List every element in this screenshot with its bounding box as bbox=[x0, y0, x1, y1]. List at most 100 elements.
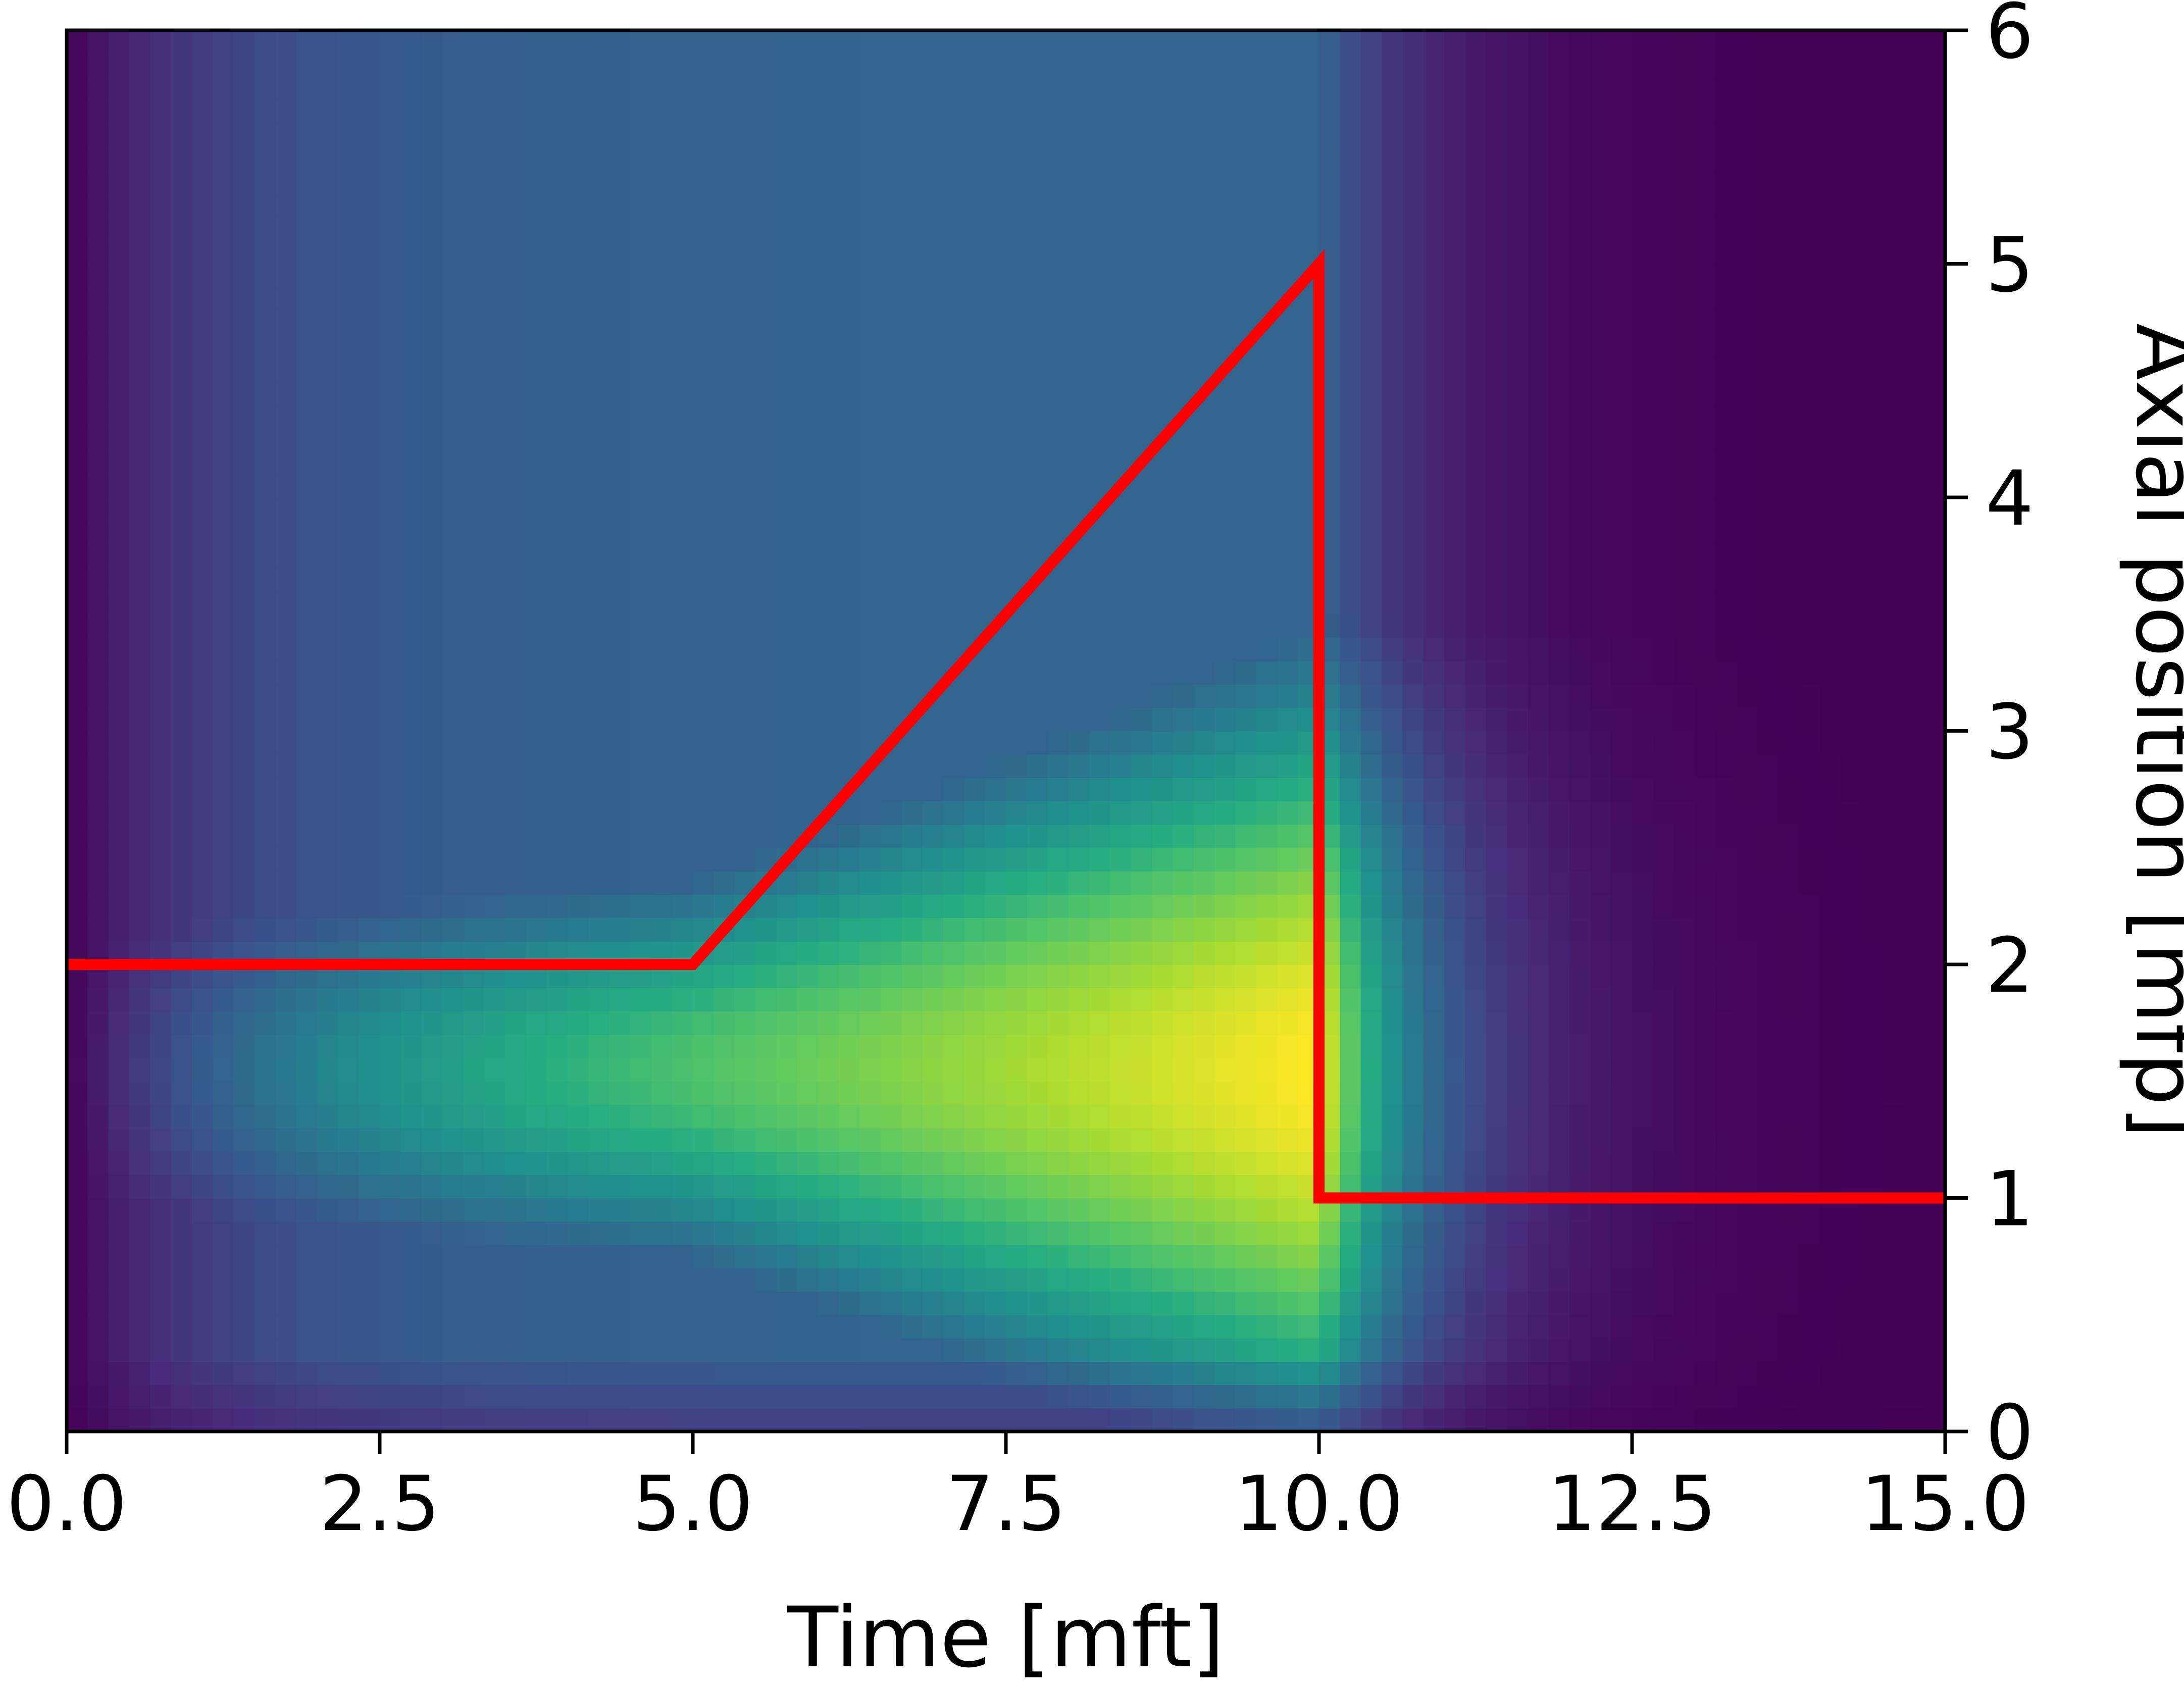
heatmap-cell bbox=[1194, 1104, 1215, 1129]
heatmap-cell bbox=[964, 1151, 986, 1175]
heatmap-cell bbox=[296, 264, 318, 288]
heatmap-cell bbox=[233, 264, 255, 288]
heatmap-cell bbox=[1673, 614, 1695, 638]
heatmap-cell bbox=[400, 847, 422, 872]
heatmap-cell bbox=[1465, 287, 1487, 311]
heatmap-cell bbox=[1653, 754, 1674, 778]
heatmap-cell bbox=[1736, 193, 1758, 218]
heatmap-cell bbox=[1006, 1034, 1028, 1058]
heatmap-cell bbox=[1757, 474, 1779, 498]
heatmap-cell bbox=[1152, 1081, 1174, 1105]
heatmap-cell bbox=[1277, 871, 1299, 895]
heatmap-cell bbox=[150, 77, 172, 101]
heatmap-cell bbox=[588, 193, 610, 218]
heatmap-cell bbox=[1089, 1361, 1111, 1386]
heatmap-cell bbox=[588, 30, 610, 55]
heatmap-cell bbox=[1653, 964, 1674, 989]
heatmap-cell bbox=[755, 1338, 777, 1362]
heatmap-cell bbox=[1131, 30, 1153, 55]
heatmap-cell bbox=[380, 801, 401, 825]
heatmap-cell bbox=[1632, 497, 1654, 522]
heatmap-cell bbox=[442, 311, 464, 335]
heatmap-cell bbox=[359, 1338, 380, 1362]
heatmap-cell bbox=[192, 614, 214, 638]
heatmap-cell bbox=[1423, 124, 1445, 148]
heatmap-cell bbox=[442, 1385, 464, 1409]
heatmap-cell bbox=[755, 1128, 777, 1152]
heatmap-cell bbox=[1214, 311, 1236, 335]
heatmap-cell bbox=[1173, 731, 1194, 755]
heatmap-cell bbox=[484, 1128, 505, 1152]
heatmap-cell bbox=[233, 1198, 255, 1222]
heatmap-cell bbox=[1256, 847, 1278, 872]
heatmap-cell bbox=[839, 30, 860, 55]
heatmap-cell bbox=[1799, 1314, 1820, 1339]
heatmap-cell bbox=[588, 497, 610, 522]
heatmap-cell bbox=[380, 124, 401, 148]
heatmap-cell bbox=[1548, 544, 1570, 568]
heatmap-cell bbox=[213, 801, 234, 825]
heatmap-cell bbox=[609, 614, 631, 638]
heatmap-cell bbox=[1632, 1011, 1654, 1035]
heatmap-cell bbox=[233, 311, 255, 335]
heatmap-cell bbox=[901, 54, 923, 78]
heatmap-cell bbox=[1715, 637, 1737, 661]
heatmap-cell bbox=[881, 170, 902, 194]
heatmap-cell bbox=[1590, 474, 1612, 498]
heatmap-cell bbox=[380, 544, 401, 568]
heatmap-cell bbox=[651, 1081, 673, 1105]
heatmap-cell bbox=[1006, 404, 1028, 428]
heatmap-cell bbox=[797, 941, 819, 965]
heatmap-cell bbox=[1757, 147, 1779, 171]
heatmap-cell bbox=[985, 660, 1006, 685]
heatmap-cell bbox=[1673, 1291, 1695, 1315]
heatmap-cell bbox=[1256, 941, 1278, 965]
heatmap-cell bbox=[1256, 474, 1278, 498]
heatmap-cell bbox=[1069, 707, 1090, 732]
heatmap-cell bbox=[1173, 521, 1194, 545]
heatmap-cell bbox=[901, 1361, 923, 1386]
heatmap-cell bbox=[1069, 1268, 1090, 1292]
heatmap-cell bbox=[1194, 1338, 1215, 1362]
heatmap-cell bbox=[755, 1174, 777, 1199]
heatmap-cell bbox=[568, 637, 589, 661]
heatmap-cell bbox=[1277, 591, 1299, 615]
heatmap-cell bbox=[776, 1408, 798, 1431]
heatmap-cell bbox=[1214, 450, 1236, 475]
heatmap-cell bbox=[1736, 124, 1758, 148]
heatmap-cell bbox=[1444, 1408, 1466, 1431]
heatmap-cell bbox=[1006, 917, 1028, 942]
heatmap-cell bbox=[1340, 334, 1361, 358]
heatmap-cell bbox=[296, 637, 318, 661]
heatmap-cell bbox=[1423, 497, 1445, 522]
heatmap-cell bbox=[87, 124, 109, 148]
heatmap-cell bbox=[1047, 1408, 1069, 1431]
heatmap-cell bbox=[755, 1198, 777, 1222]
heatmap-cell bbox=[609, 287, 631, 311]
heatmap-cell bbox=[964, 1174, 986, 1199]
heatmap-cell bbox=[526, 917, 547, 942]
heatmap-cell bbox=[129, 1268, 151, 1292]
heatmap-cell bbox=[881, 311, 902, 335]
heatmap-cell bbox=[1423, 1361, 1445, 1386]
heatmap-cell bbox=[1069, 264, 1090, 288]
heatmap-cell bbox=[1486, 1081, 1507, 1105]
heatmap-cell bbox=[546, 357, 568, 381]
heatmap-cell bbox=[1089, 1198, 1111, 1222]
heatmap-cell bbox=[797, 778, 819, 802]
heatmap-cell bbox=[1590, 170, 1612, 194]
heatmap-cell bbox=[1214, 521, 1236, 545]
heatmap-cell bbox=[1214, 30, 1236, 55]
heatmap-cell bbox=[1089, 637, 1111, 661]
heatmap-cell bbox=[1653, 917, 1674, 942]
heatmap-cell bbox=[1444, 124, 1466, 148]
heatmap-cell bbox=[1757, 917, 1779, 942]
heatmap-cell bbox=[1110, 404, 1132, 428]
heatmap-cell bbox=[797, 1151, 819, 1175]
heatmap-cell bbox=[1507, 1104, 1529, 1129]
heatmap-cell bbox=[1027, 660, 1048, 685]
heatmap-cell bbox=[213, 1408, 234, 1431]
heatmap-cell bbox=[150, 217, 172, 241]
heatmap-cell bbox=[317, 778, 339, 802]
heatmap-cell bbox=[1089, 1314, 1111, 1339]
